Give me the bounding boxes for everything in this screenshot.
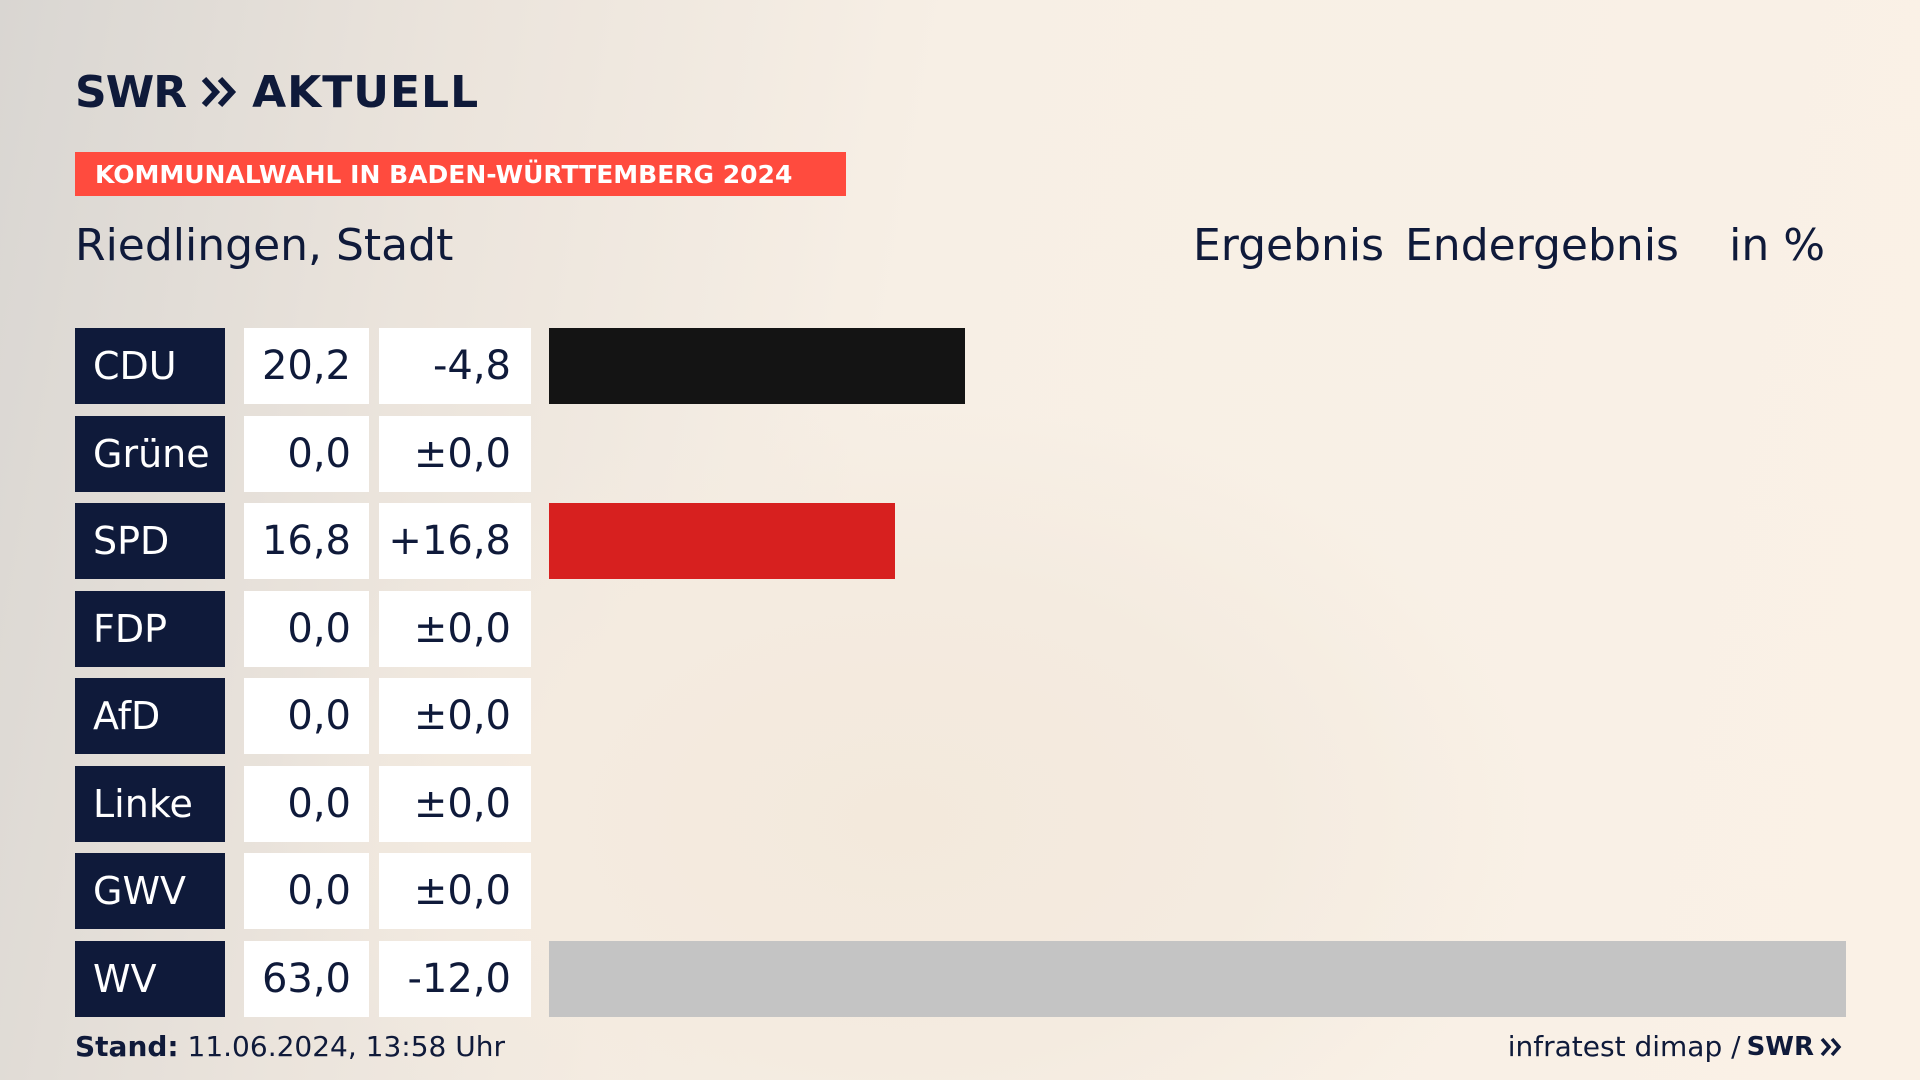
party-label: AfD <box>75 678 225 754</box>
result-diff: ±0,0 <box>379 853 531 929</box>
double-chevron-icon <box>201 76 237 108</box>
result-row-linke: Linke 0,0 ±0,0 <box>75 765 1845 842</box>
source-credit: infratest dimap / SWR <box>1508 1030 1844 1063</box>
place-title: Riedlingen, Stadt <box>75 220 454 271</box>
result-bar <box>549 940 1846 1017</box>
result-value: 63,0 <box>244 940 369 1017</box>
party-label: WV <box>75 940 225 1017</box>
double-chevron-icon <box>1820 1037 1842 1056</box>
result-diff: ±0,0 <box>379 590 531 667</box>
source-text: infratest dimap / <box>1507 1030 1741 1063</box>
result-row-grüne: Grüne 0,0 ±0,0 <box>75 415 1845 492</box>
result-bar <box>549 328 965 404</box>
result-value: 0,0 <box>244 765 369 842</box>
result-diff: ±0,0 <box>379 765 531 842</box>
party-label: FDP <box>75 590 225 667</box>
header-ergebnis: Ergebnis <box>1193 220 1385 271</box>
stand-label: Stand: <box>75 1030 179 1063</box>
result-row-gwv: GWV 0,0 ±0,0 <box>75 853 1845 929</box>
party-label: Grüne <box>75 415 225 492</box>
party-label: SPD <box>75 503 225 579</box>
result-value: 0,0 <box>244 590 369 667</box>
result-diff: ±0,0 <box>379 415 531 492</box>
party-label: CDU <box>75 328 225 404</box>
election-banner: KOMMUNALWAHL IN BADEN-WÜRTTEMBERG 2024 <box>75 152 846 196</box>
result-diff: +16,8 <box>379 503 531 579</box>
result-row-cdu: CDU 20,2 -4,8 <box>75 328 1845 404</box>
logo-aktuell: AKTUELL <box>252 66 480 118</box>
logo-swr: SWR <box>75 66 187 118</box>
result-value: 16,8 <box>244 503 369 579</box>
result-row-wv: WV 63,0 -12,0 <box>75 940 1846 1017</box>
stand-value: 11.06.2024, 13:58 Uhr <box>187 1030 505 1063</box>
result-row-spd: SPD 16,8 +16,8 <box>75 503 1845 579</box>
result-row-fdp: FDP 0,0 ±0,0 <box>75 590 1845 667</box>
timestamp: Stand: 11.06.2024, 13:58 Uhr <box>75 1030 505 1063</box>
result-diff: ±0,0 <box>379 678 531 754</box>
header-endergebnis: Endergebnis <box>1405 220 1679 271</box>
result-value: 0,0 <box>244 853 369 929</box>
result-row-afd: AfD 0,0 ±0,0 <box>75 678 1845 754</box>
result-diff: -12,0 <box>379 940 531 1017</box>
header-unit: in % <box>1729 220 1825 271</box>
swr-aktuell-logo: SWR AKTUELL <box>75 66 480 118</box>
result-value: 20,2 <box>244 328 369 404</box>
party-label: Linke <box>75 765 225 842</box>
result-value: 0,0 <box>244 415 369 492</box>
result-bar <box>549 503 895 579</box>
party-label: GWV <box>75 853 225 929</box>
result-diff: -4,8 <box>379 328 531 404</box>
result-value: 0,0 <box>244 678 369 754</box>
source-brand: SWR <box>1746 1031 1814 1062</box>
